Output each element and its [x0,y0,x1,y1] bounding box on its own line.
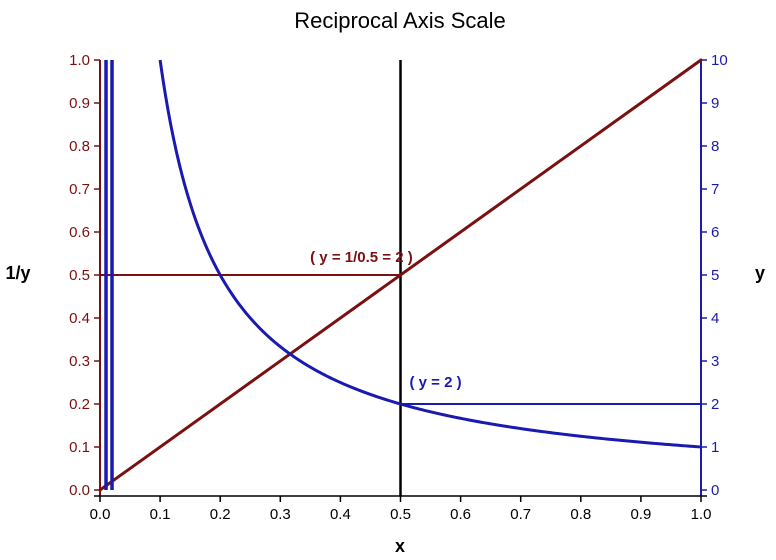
left-tick-label: 0.0 [69,482,90,499]
right-tick-label: 5 [711,267,719,284]
right-tick-label: 10 [711,52,728,69]
x-tick-label: 1.0 [691,506,712,523]
left-tick-label: 0.3 [69,353,90,370]
annotations: ( y = 1/0.5 = 2 ) ( y = 2 ) [310,249,461,391]
annotation-label: ( y = 2 ) [410,374,462,391]
right-tick-label: 4 [711,310,719,327]
x-tick-label: 0.4 [330,506,351,523]
right-tick-label: 0 [711,482,719,499]
series-lines [98,58,703,492]
right-tick-label: 2 [711,396,719,413]
y-axis-label-left: 1/y [5,263,30,283]
left-tick-label: 0.4 [69,310,90,327]
x-tick-label: 0.6 [450,506,471,523]
series-line-linear [98,58,703,492]
x-tick-label: 0.1 [150,506,171,523]
left-tick-label: 1.0 [69,52,90,69]
x-tick-label: 0.7 [510,506,531,523]
chart-title: Reciprocal Axis Scale [294,8,506,33]
x-tick-label: 0.8 [570,506,591,523]
x-tick-label: 0.3 [270,506,291,523]
right-tick-label: 6 [711,224,719,241]
right-tick-label: 8 [711,138,719,155]
series-line-reciprocal [158,59,702,449]
right-axis-ticks: 0 1 2 3 4 5 6 7 8 9 10 [701,52,728,499]
left-tick-label: 0.8 [69,138,90,155]
right-tick-label: 3 [711,353,719,370]
left-axis-ticks: 0.0 0.1 0.2 0.3 0.4 0.5 0.6 0.7 0.8 0.9 1.0 [69,52,100,499]
x-tick-label: 0.2 [210,506,231,523]
y-axis-label-right: y [755,263,765,283]
annotation-label: ( y = 1/0.5 = 2 ) [310,249,413,266]
x-tick-label: 0.5 [390,506,411,523]
left-tick-label: 0.6 [69,224,90,241]
left-tick-label: 0.9 [69,95,90,112]
left-tick-label: 0.5 [69,267,90,284]
right-tick-label: 9 [711,95,719,112]
left-tick-label: 0.2 [69,396,90,413]
left-tick-label: 0.7 [69,181,90,198]
x-tick-label: 0.9 [630,506,651,523]
reference-lines [100,60,701,496]
right-tick-label: 1 [711,439,719,456]
x-axis-label: x [395,536,405,556]
x-axis-ticks: 0.0 0.1 0.2 0.3 0.4 0.5 0.6 0.7 0.8 0.9 1.0 [90,496,712,523]
right-tick-label: 7 [711,181,719,198]
x-tick-label: 0.0 [90,506,111,523]
left-tick-label: 0.1 [69,439,90,456]
